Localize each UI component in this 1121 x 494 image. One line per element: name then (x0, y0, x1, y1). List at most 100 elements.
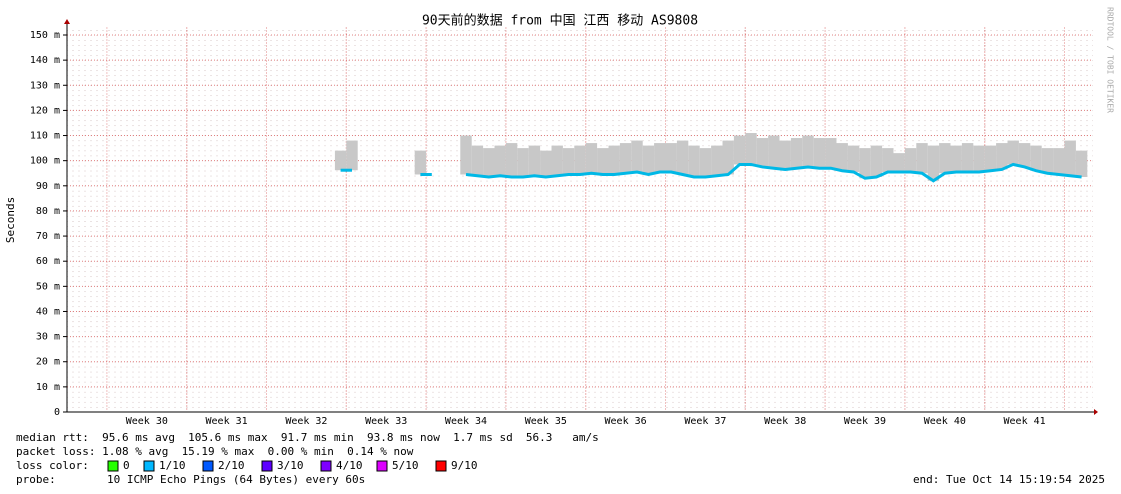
y-tick-label: 90 m (36, 181, 60, 192)
smoke (597, 148, 609, 175)
y-tick-label: 120 m (30, 105, 60, 116)
x-tick-label: Week 31 (206, 416, 248, 427)
loss-swatch (320, 460, 332, 472)
smoke (1007, 140, 1019, 165)
y-axis-label: Seconds (4, 197, 17, 243)
smoke (711, 145, 723, 176)
loss-legend-label: 5/10 (392, 459, 419, 472)
smoke (619, 143, 632, 174)
smoke (973, 145, 985, 172)
y-tick-label: 40 m (36, 306, 60, 317)
smoke (688, 145, 700, 178)
smoke (1018, 143, 1031, 167)
y-tick-label: 110 m (30, 131, 60, 142)
smoke (790, 138, 803, 169)
loss-legend-label: 2/10 (218, 459, 245, 472)
loss-swatch (435, 460, 447, 472)
smoke (528, 145, 541, 176)
loss-swatch (376, 460, 388, 472)
smoke (733, 135, 746, 165)
smoke (494, 145, 506, 176)
loss-swatch (261, 460, 273, 472)
y-tick-label: 150 m (30, 30, 60, 41)
smoke (916, 143, 928, 174)
smoke (893, 153, 905, 172)
y-tick-label: 130 m (30, 80, 60, 91)
smoke (699, 148, 712, 178)
y-tick-label: 100 m (30, 156, 60, 167)
x-tick-label: Week 41 (1004, 416, 1046, 427)
stats-line: packet loss: 1.08 % avg 15.19 % max 0.00… (16, 445, 414, 458)
x-tick-label: Week 39 (844, 416, 886, 427)
smoke (745, 133, 757, 165)
x-tick-label: Week 35 (525, 416, 567, 427)
smoke (654, 143, 666, 172)
y-axis-arrow (64, 19, 70, 24)
loss-legend-label: 1/10 (159, 459, 186, 472)
smoke (950, 145, 962, 172)
smoke (483, 148, 495, 178)
smoke (551, 145, 563, 176)
smoke (631, 140, 643, 172)
smoke (825, 138, 837, 169)
plot-layer (334, 133, 1088, 183)
loss-legend-label: 0 (123, 459, 130, 472)
end-time: end: Tue Oct 14 15:19:54 2025 (913, 473, 1105, 486)
x-tick-label: Week 38 (764, 416, 806, 427)
median-line (465, 162, 1082, 183)
smoke (334, 150, 347, 171)
smoke (904, 148, 917, 172)
watermark: RRDTOOL / TOBI OETIKER (1106, 7, 1115, 113)
smoke (802, 135, 814, 167)
minor-grid (67, 28, 1093, 412)
smoke (813, 138, 826, 169)
smoke (870, 145, 883, 178)
x-tick-label: Week 30 (126, 416, 168, 427)
y-tick-label: 60 m (36, 256, 60, 267)
smoke (414, 150, 427, 175)
smoke (927, 145, 940, 181)
smoke (1041, 148, 1054, 174)
loss-legend-label: 9/10 (451, 459, 478, 472)
smoke (517, 148, 529, 178)
x-tick-label: Week 36 (605, 416, 647, 427)
x-tick-label: Week 37 (684, 416, 726, 427)
smoke (1030, 145, 1042, 171)
stats-line: median rtt: 95.6 ms avg 105.6 ms max 91.… (16, 431, 599, 444)
smoke (642, 145, 655, 175)
probe-label: probe: (16, 473, 56, 486)
smoke (847, 145, 860, 172)
y-tick-label: 0 (54, 407, 60, 418)
x-tick-label: Week 40 (924, 416, 966, 427)
y-tick-label: 70 m (36, 231, 60, 242)
smoke (505, 143, 518, 178)
x-axis-arrow (1094, 409, 1098, 415)
smoke (665, 143, 677, 172)
loss-swatch (202, 460, 214, 472)
smoke (1075, 150, 1088, 178)
x-tick-label: Week 32 (285, 416, 327, 427)
smoke (346, 140, 358, 171)
smoke (722, 140, 734, 175)
loss-label: loss color: (16, 459, 89, 472)
y-tick-label: 30 m (36, 332, 60, 343)
y-tick-label: 10 m (36, 382, 60, 393)
smoke (859, 148, 871, 179)
loss-legend-label: 3/10 (277, 459, 304, 472)
smoke (939, 143, 951, 174)
x-tick-label: Week 33 (365, 416, 407, 427)
loss-swatch (143, 460, 155, 472)
chart-title: 90天前的数据 from 中国 江西 移动 AS9808 (422, 13, 698, 29)
smoke (768, 135, 780, 169)
smoke (608, 145, 620, 175)
smoke (585, 143, 598, 174)
smoke (984, 145, 997, 171)
smoke (882, 148, 894, 172)
x-tick-label: Week 34 (445, 416, 487, 427)
smoke (562, 148, 575, 175)
smoke (836, 143, 848, 171)
smoke (471, 145, 484, 176)
loss-legend-label: 4/10 (336, 459, 363, 472)
smoke (996, 143, 1008, 170)
